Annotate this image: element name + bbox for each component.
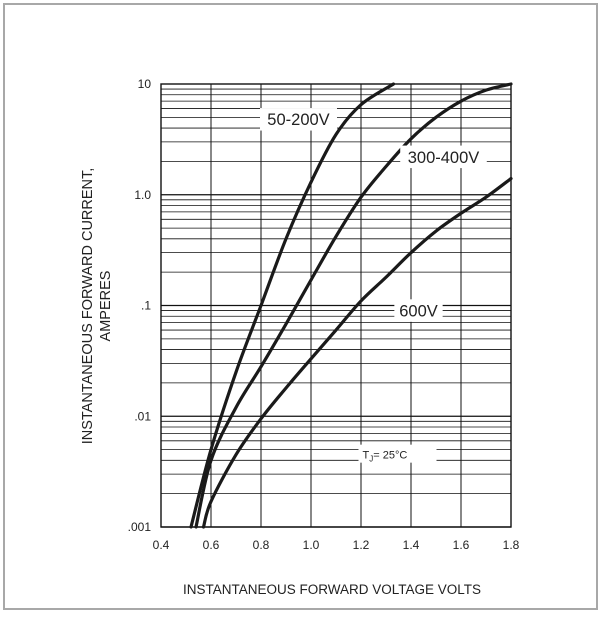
series-label-bg-300-400v: [400, 145, 487, 169]
series-label-300-400v: 300-400V: [408, 149, 480, 167]
x-axis-label: INSTANTANEOUS FORWARD VOLTAGE VOLTS: [183, 582, 481, 597]
x-tick-label: 1.2: [353, 538, 370, 552]
series-label-600v: 600V: [399, 303, 438, 321]
temperature-annotation-text: TJ= 25°C: [363, 450, 408, 464]
y-tick-label: .001: [128, 520, 152, 534]
tick-labels: 0.4 0.6 0.8 1.0 1.2 1.4 1.6 1.8 .001 .01 .1 1.0 10: [128, 77, 520, 552]
temperature-annotation: TJ= 25°C: [358, 444, 437, 464]
x-tick-label: 0.6: [203, 538, 220, 552]
curve-600v: [201, 176, 513, 529]
x-tick-label: 1.4: [403, 538, 420, 552]
x-tick-label: 0.8: [253, 538, 270, 552]
y-axis-label-line1: INSTANTANEOUS FORWARD CURRENT,: [80, 168, 96, 445]
x-tick-label: 0.4: [153, 538, 170, 552]
series-label-bg-50-200v: [260, 108, 337, 131]
y-tick-label: 10: [138, 77, 152, 91]
curves: [189, 82, 513, 529]
y-tick-label: 1.0: [134, 188, 151, 202]
x-tick-label: 1.8: [503, 538, 520, 552]
x-tick-label: 1.6: [453, 538, 470, 552]
y-tick-label: .1: [141, 299, 151, 313]
curve-300-400v: [194, 82, 513, 529]
frame-border: [3, 3, 598, 610]
series-label-50-200v: 50-200V: [267, 111, 329, 129]
x-tick-label: 1.0: [303, 538, 320, 552]
y-tick-label: .01: [134, 409, 151, 423]
curve-50-200v: [189, 82, 396, 529]
series-label-bg-600v: [394, 299, 443, 322]
plot-area-border: [160, 83, 512, 528]
series-labels: 50-200V 300-400V 600V: [260, 108, 487, 322]
y-axis-label-line2: AMPERES: [98, 271, 114, 342]
